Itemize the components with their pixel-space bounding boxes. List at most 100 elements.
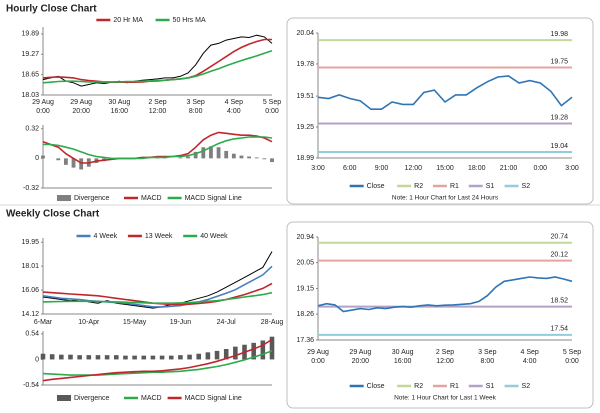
x-tick-label: 4 Sep <box>521 349 539 356</box>
divergence-bar <box>231 153 236 159</box>
y-tick-label: 0.32 <box>25 126 39 133</box>
y-tick-label: 19.89 <box>21 31 39 38</box>
divergence-bar <box>95 355 101 360</box>
panel-frame <box>286 221 594 409</box>
level-label: 20.74 <box>550 234 568 241</box>
divergence-bar <box>63 158 68 165</box>
divergence-bar <box>49 354 55 360</box>
divergence-bar <box>224 150 229 159</box>
x-tick-label: 10-Apr <box>78 319 100 326</box>
level-label: 18.52 <box>550 297 568 304</box>
x-tick-label: 0:00 <box>265 108 279 115</box>
legend-label: MACD Signal Line <box>185 395 242 402</box>
divergence-bar <box>260 340 266 360</box>
divergence-bar <box>178 355 183 360</box>
y-tick-label: 19.15 <box>296 285 314 292</box>
divergence-bar <box>77 355 82 360</box>
x-tick-label: 0:00 <box>311 358 325 365</box>
legend-label: Close <box>367 383 385 390</box>
x-tick-label: 28-Aug <box>261 319 284 326</box>
x-tick-label: 29 Aug <box>349 349 371 356</box>
x-tick-label: 15:00 <box>436 165 454 172</box>
legend-label: S1 <box>486 183 495 190</box>
divergence-bar <box>239 155 244 159</box>
divergence-bar <box>40 353 46 360</box>
x-tick-label: 4:00 <box>523 358 537 365</box>
legend-label: Divergence <box>74 195 110 202</box>
divergence-bar <box>209 146 213 159</box>
divergence-bar <box>150 355 156 360</box>
series-line <box>317 276 573 313</box>
divergence-bar <box>247 156 252 159</box>
legend-label: S1 <box>486 383 495 390</box>
divergence-bar <box>123 355 128 360</box>
x-tick-label: 18:00 <box>468 165 486 172</box>
y-tick-label: 19.95 <box>21 239 39 246</box>
legend-label: R2 <box>414 383 423 390</box>
divergence-bar <box>214 350 220 360</box>
section-title: Weekly Close Chart <box>6 209 100 220</box>
x-tick-label: 21:00 <box>500 165 518 172</box>
x-tick-label: 30 Aug <box>108 99 130 106</box>
level-label: 17.54 <box>550 326 568 333</box>
x-tick-label: 0:00 <box>533 165 547 172</box>
divergence-bar <box>251 342 256 360</box>
y-tick-label: 20.04 <box>296 30 314 37</box>
level-label: 19.75 <box>550 58 568 65</box>
divergence-bar <box>186 156 190 159</box>
y-tick-label: 18.03 <box>21 92 39 99</box>
x-tick-label: 16:00 <box>394 358 412 365</box>
divergence-bar <box>56 158 61 161</box>
x-tick-label: 12:00 <box>436 358 454 365</box>
x-tick-label: 29 Aug <box>32 99 54 106</box>
price-line <box>42 34 273 87</box>
legend-label: R1 <box>450 383 459 390</box>
x-tick-label: 4:00 <box>227 108 241 115</box>
x-tick-label: 29 Aug <box>70 99 92 106</box>
x-tick-label: 8:00 <box>481 358 495 365</box>
y-tick-label: 19.78 <box>296 61 314 68</box>
legend-label: MACD <box>141 395 162 402</box>
x-tick-label: 2 Sep <box>148 99 166 106</box>
divergence-bar <box>104 355 110 360</box>
divergence-bar <box>270 158 274 163</box>
x-tick-label: 19-Jun <box>170 319 192 326</box>
y-tick-label: 19.25 <box>296 124 314 131</box>
legend-label: Close <box>367 183 385 190</box>
x-tick-label: 15-May <box>123 319 147 326</box>
divergence-bar <box>132 355 137 360</box>
divergence-bar <box>113 355 119 360</box>
y-tick-label: 0.54 <box>25 331 39 338</box>
divergence-bar <box>262 158 267 160</box>
x-tick-label: 5 Sep <box>263 99 281 106</box>
divergence-bar <box>205 352 211 360</box>
y-tick-label: -0.32 <box>23 185 39 192</box>
divergence-bar <box>159 355 165 360</box>
divergence-bar <box>216 147 221 159</box>
y-tick-label: 20.94 <box>296 234 314 241</box>
legend-swatch <box>57 195 71 201</box>
series-line <box>42 265 273 308</box>
chart-note: Note: 1 Hour Chart for Last 24 Hours <box>392 195 499 202</box>
legend-label: MACD Signal Line <box>185 195 242 202</box>
y-tick-label: 14.12 <box>21 311 39 318</box>
legend-label: 20 Hr MA <box>113 17 143 24</box>
x-tick-label: 12:00 <box>149 108 167 115</box>
x-tick-label: 0:00 <box>565 358 579 365</box>
legend-label: MACD <box>141 195 162 202</box>
y-tick-label: -0.54 <box>23 382 39 389</box>
divergence-bar <box>201 147 206 159</box>
chart-note: Note: 1 Hour Chart for Last 1 Week <box>394 395 497 402</box>
x-tick-label: 3 Sep <box>187 99 205 106</box>
divergence-bar <box>86 355 92 360</box>
divergence-bar <box>233 346 238 360</box>
legend-label: S2 <box>522 183 531 190</box>
x-tick-label: 0:00 <box>36 108 50 115</box>
divergence-bar <box>68 354 73 360</box>
divergence-bar <box>269 336 275 360</box>
legend-label: 50 Hrs MA <box>173 17 206 24</box>
y-tick-label: 18.99 <box>296 155 314 162</box>
divergence-bar <box>223 349 229 360</box>
legend-label: R1 <box>450 183 459 190</box>
